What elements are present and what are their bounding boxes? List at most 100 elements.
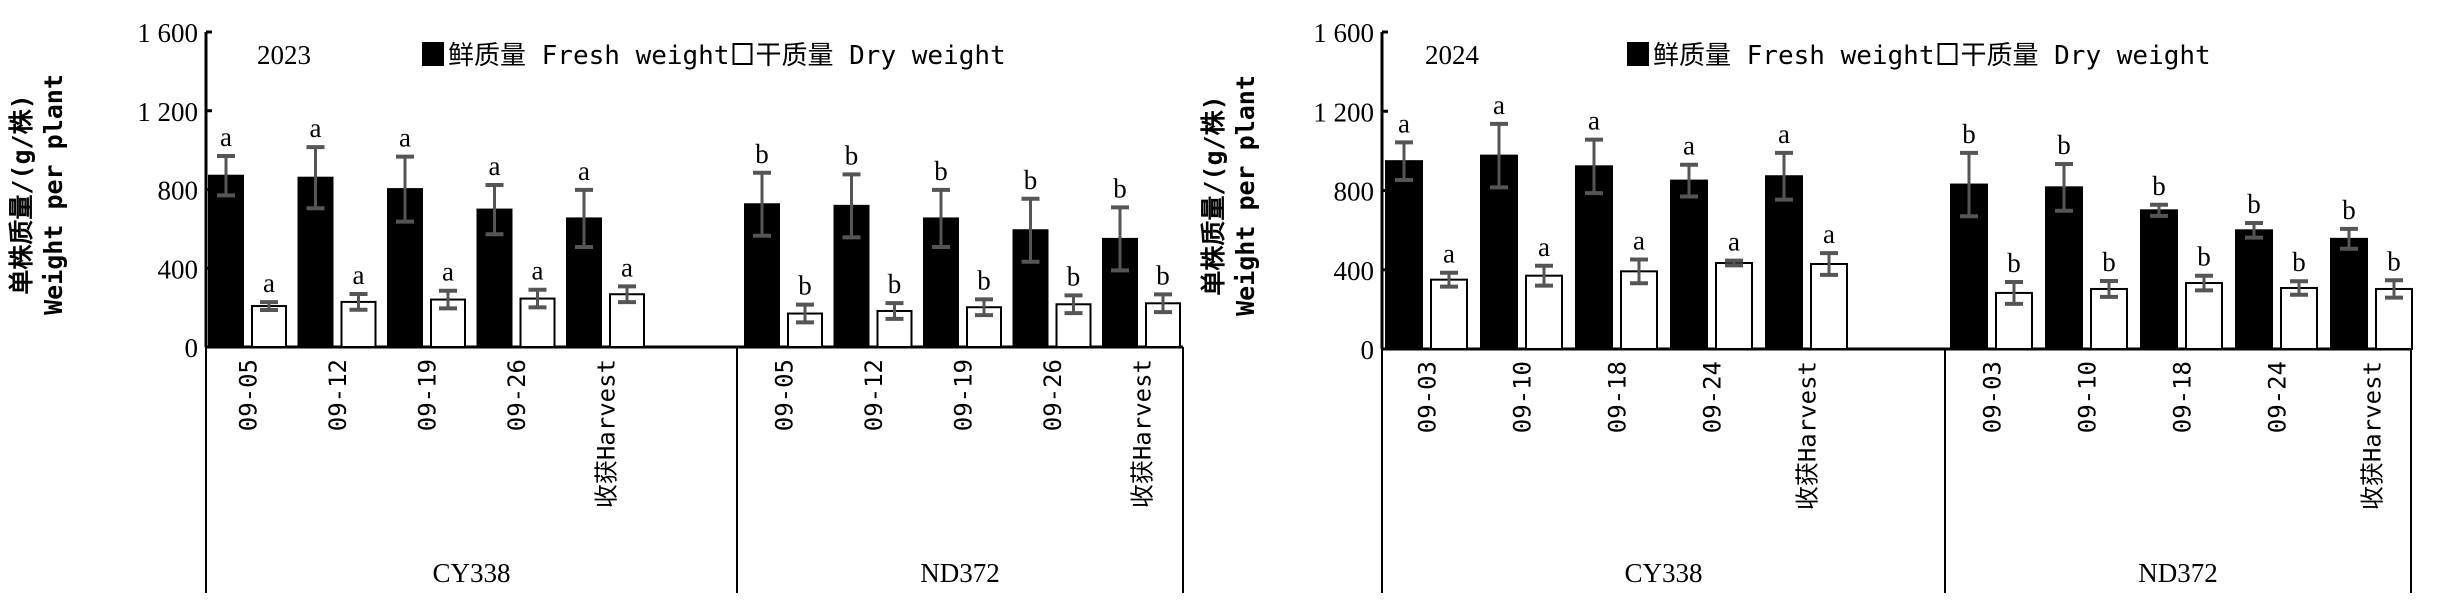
group-label: CY338	[432, 558, 510, 588]
significance-label-dry: b	[1067, 261, 1081, 291]
significance-label-fresh: a	[489, 151, 501, 181]
category-label: 09-10	[2074, 361, 2102, 433]
significance-label-fresh: b	[2247, 189, 2261, 219]
bar-fresh	[744, 203, 780, 348]
bar-dry	[2090, 287, 2128, 351]
y-tick-label: 800	[1334, 177, 1375, 207]
category-label: 09-03	[1979, 361, 2007, 433]
category-label: 09-12	[324, 359, 352, 431]
bar-fresh	[1575, 165, 1613, 350]
y-tick-label: 0	[185, 333, 199, 363]
legend-label-fresh: 鲜质量 Fresh weight	[448, 41, 730, 71]
bar-dry	[2280, 286, 2318, 351]
significance-label-fresh: a	[1778, 119, 1790, 149]
chart-title: 2023	[257, 40, 311, 70]
bar-fresh	[1385, 160, 1423, 350]
bar-fresh	[2235, 229, 2273, 350]
category-label: 09-24	[2264, 361, 2292, 433]
significance-label-dry: b	[977, 265, 991, 295]
significance-label-dry: a	[1633, 225, 1645, 255]
bar-fresh	[1765, 175, 1803, 350]
y-axis-label-cn: 单株质量/(g/株)	[1199, 95, 1228, 295]
y-axis-label-en: Weight per plant	[39, 74, 68, 315]
significance-label-fresh: b	[2342, 195, 2356, 225]
y-tick-label: 400	[1334, 256, 1375, 286]
category-label: 09-24	[1699, 361, 1727, 433]
significance-label-fresh: b	[934, 156, 948, 186]
category-label: 09-18	[2169, 361, 2197, 433]
significance-label-dry: a	[1728, 227, 1740, 257]
significance-label-fresh: b	[1113, 173, 1127, 203]
significance-label-dry: a	[1538, 232, 1550, 262]
significance-label-fresh: b	[1962, 119, 1976, 149]
y-axis-label-cn: 单株质量/(g/株)	[7, 94, 36, 294]
significance-label-fresh: a	[1493, 90, 1505, 120]
significance-label-fresh: a	[220, 122, 232, 152]
significance-label-dry: a	[532, 256, 544, 286]
significance-label-dry: b	[1156, 260, 1170, 290]
bar-fresh	[297, 176, 334, 348]
bar-dry	[1810, 263, 1848, 350]
group-label: ND372	[920, 558, 1000, 588]
legend-label-dry: 干质量 Dry weight	[1961, 41, 2211, 71]
chart-panel-2024: 0 400 800 1 200 1 600 单株质量/(g/株) Weight per pl…	[1199, 18, 2413, 593]
significance-label-fresh: a	[1683, 131, 1695, 161]
significance-label-dry: b	[2197, 242, 2211, 272]
chart-title: 2024	[1425, 40, 1480, 70]
significance-label-dry: b	[2292, 247, 2306, 277]
y-tick-label: 1 200	[137, 97, 198, 127]
significance-label-fresh: a	[310, 113, 322, 143]
y-axis-label-en: Weight per plant	[1231, 75, 1260, 316]
significance-label-dry: b	[2102, 247, 2116, 277]
significance-label-dry: a	[353, 260, 365, 290]
bar-dry	[251, 305, 287, 348]
category-label: 09-05	[771, 359, 799, 431]
significance-label-dry: b	[888, 269, 902, 299]
legend-label-dry: 干质量 Dry weight	[756, 41, 1006, 71]
bar-dry	[1055, 303, 1092, 349]
group-label: ND372	[2138, 558, 2218, 588]
legend-swatch-fresh	[1627, 42, 1649, 66]
significance-label-fresh: a	[578, 156, 590, 186]
significance-label-fresh: b	[845, 140, 859, 170]
significance-label-fresh: b	[2057, 130, 2071, 160]
category-label: 09-19	[950, 359, 978, 431]
chart-panel-2023: 0 400 800 1 200 1 600 单株质量/(g/株) Weight per pl…	[7, 18, 1184, 593]
category-label: 收获Harvest	[593, 359, 621, 508]
category-label: 09-03	[1414, 361, 1442, 433]
significance-label-fresh: a	[399, 123, 411, 153]
bar-fresh	[387, 188, 423, 348]
category-label: 收获Harvest	[2359, 361, 2387, 510]
y-tick-label: 0	[1361, 335, 1375, 365]
significance-label-fresh: b	[1024, 165, 1038, 195]
bar-fresh	[2140, 209, 2178, 350]
significance-label-dry: a	[442, 257, 454, 287]
category-label: 09-10	[1509, 361, 1537, 433]
category-label: 收获Harvest	[1794, 361, 1822, 510]
significance-label-dry: a	[1443, 239, 1455, 269]
bar-fresh	[1670, 179, 1708, 350]
significance-label-fresh: a	[1588, 106, 1600, 136]
category-label: 09-26	[1039, 359, 1067, 431]
legend-swatch-dry	[732, 43, 753, 65]
y-tick-label: 400	[158, 254, 199, 284]
category-label: 09-12	[860, 359, 888, 431]
significance-label-fresh: b	[2152, 171, 2166, 201]
significance-label-dry: b	[2007, 248, 2021, 278]
category-label: 09-18	[1604, 361, 1632, 433]
significance-label-fresh: b	[755, 139, 769, 169]
group-label: CY338	[1624, 558, 1702, 588]
significance-label-dry: b	[798, 271, 812, 301]
category-label: 09-26	[503, 359, 531, 431]
y-tick-label: 1 200	[1313, 97, 1374, 127]
significance-label-dry: a	[621, 252, 633, 282]
bar-dry	[1430, 278, 1468, 350]
significance-label-dry: b	[2387, 246, 2401, 276]
y-tick-label: 800	[158, 176, 199, 206]
legend-swatch-fresh	[422, 42, 444, 66]
bar-fresh	[2330, 237, 2368, 350]
significance-label-dry: a	[1823, 219, 1835, 249]
category-label: 收获Harvest	[1129, 359, 1157, 508]
bar-dry	[2185, 282, 2223, 351]
